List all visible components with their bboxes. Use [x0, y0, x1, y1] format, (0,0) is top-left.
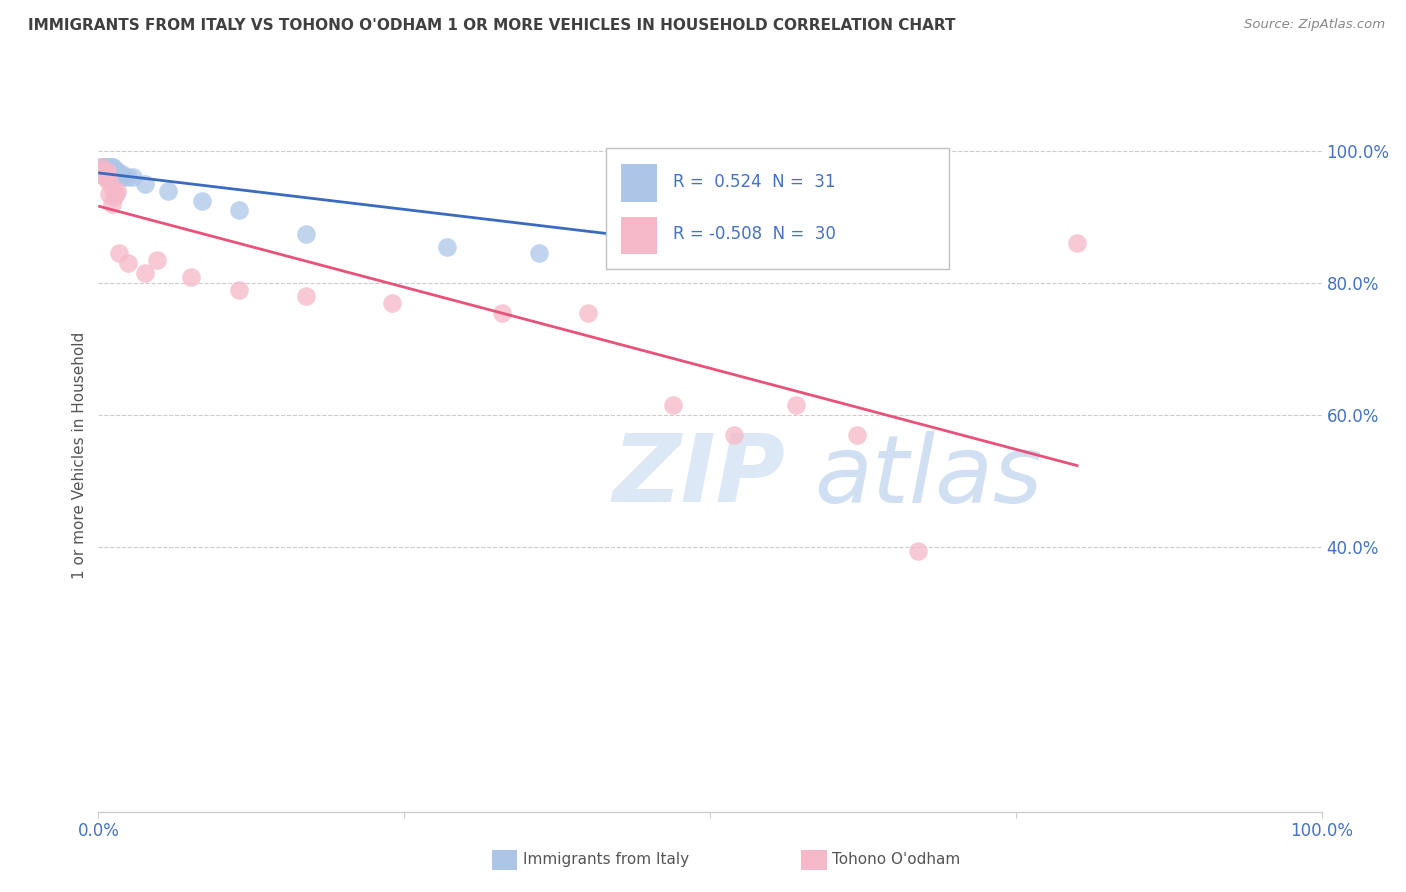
Point	[91, 163, 114, 178]
Point	[89, 167, 111, 181]
Point	[97, 163, 120, 178]
Point	[228, 283, 250, 297]
Text: ZIP: ZIP	[612, 430, 785, 523]
Point	[191, 194, 214, 208]
Point	[491, 306, 513, 320]
Point	[101, 180, 124, 194]
Point	[103, 167, 125, 181]
Text: R =  0.524  N =  31: R = 0.524 N = 31	[673, 173, 835, 191]
Point	[576, 306, 599, 320]
Point	[98, 186, 121, 201]
Point	[101, 161, 124, 175]
Point	[97, 174, 120, 188]
Point	[845, 428, 868, 442]
Point	[662, 398, 685, 412]
Text: Immigrants from Italy: Immigrants from Italy	[523, 853, 689, 867]
Point	[381, 296, 404, 310]
Point	[117, 170, 139, 185]
Y-axis label: 1 or more Vehicles in Household: 1 or more Vehicles in Household	[72, 331, 87, 579]
Point	[295, 289, 318, 303]
Point	[295, 227, 318, 241]
Point	[103, 190, 125, 204]
Point	[96, 161, 118, 175]
Point	[134, 266, 156, 280]
Point	[907, 543, 929, 558]
Point	[117, 256, 139, 270]
Point	[180, 269, 202, 284]
Point	[98, 161, 121, 175]
Point	[100, 163, 122, 178]
Point	[785, 398, 807, 412]
Point	[98, 163, 121, 178]
Point	[527, 246, 550, 260]
Point	[97, 170, 120, 185]
Text: IMMIGRANTS FROM ITALY VS TOHONO O'ODHAM 1 OR MORE VEHICLES IN HOUSEHOLD CORRELAT: IMMIGRANTS FROM ITALY VS TOHONO O'ODHAM …	[28, 18, 956, 33]
Point	[91, 163, 114, 178]
Point	[90, 161, 112, 175]
Text: R = -0.508  N =  30: R = -0.508 N = 30	[673, 226, 837, 244]
Point	[101, 161, 124, 175]
Point	[94, 167, 117, 181]
FancyBboxPatch shape	[606, 148, 949, 269]
Point	[157, 184, 180, 198]
Point	[91, 161, 114, 175]
Point	[111, 167, 134, 181]
Point	[93, 170, 115, 185]
Point	[94, 161, 117, 175]
Point	[96, 163, 118, 178]
Bar	[620, 217, 658, 253]
Point	[91, 161, 114, 175]
Text: Source: ZipAtlas.com: Source: ZipAtlas.com	[1244, 18, 1385, 31]
Point	[108, 246, 131, 260]
Point	[436, 240, 458, 254]
Text: Tohono O'odham: Tohono O'odham	[832, 853, 960, 867]
Point	[93, 161, 115, 175]
Point	[105, 163, 128, 178]
Point	[112, 170, 135, 185]
Point	[89, 167, 111, 181]
Point	[134, 177, 156, 191]
Point	[90, 161, 112, 175]
Text: atlas: atlas	[814, 431, 1042, 522]
Bar	[620, 164, 658, 202]
Point	[101, 197, 124, 211]
Point	[108, 167, 131, 181]
Point	[626, 163, 648, 178]
Point	[104, 163, 127, 178]
Point	[96, 163, 118, 178]
Point	[121, 170, 143, 185]
Point	[146, 252, 169, 267]
Point	[1066, 236, 1088, 251]
Point	[104, 186, 127, 201]
Point	[723, 428, 745, 442]
Point	[105, 184, 128, 198]
Point	[228, 203, 250, 218]
